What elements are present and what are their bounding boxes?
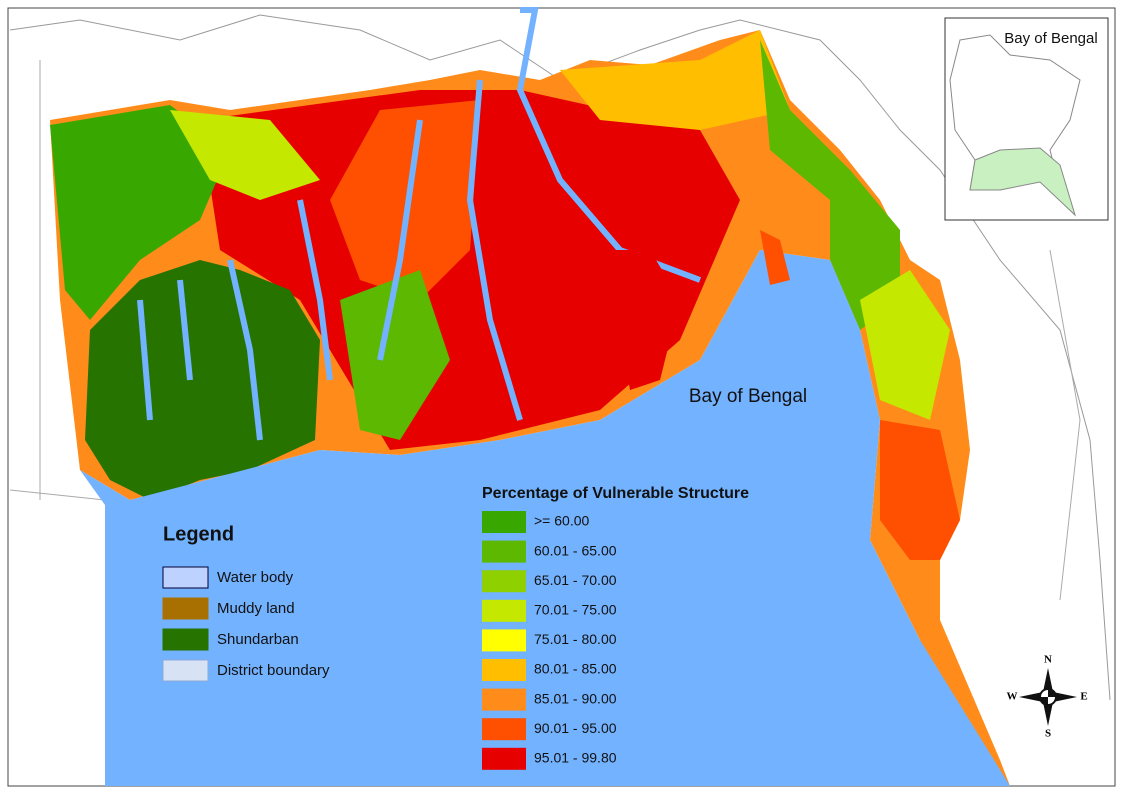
classification-title: Percentage of Vulnerable Structure — [482, 485, 749, 502]
island — [610, 250, 680, 390]
compass-e: E — [1080, 691, 1087, 703]
class-swatch — [482, 511, 526, 533]
legend-swatch — [162, 597, 209, 620]
land-class — [760, 40, 900, 330]
land-class — [560, 30, 790, 130]
class-swatch — [482, 629, 526, 652]
class-label: 85.01 - 90.00 — [534, 690, 617, 706]
class-label: 75.01 - 80.00 — [534, 631, 617, 647]
legend-swatch — [162, 628, 209, 651]
class-label: 70.01 - 75.00 — [534, 602, 617, 618]
class-label: 95.01 - 99.80 — [534, 750, 617, 766]
class-swatch — [482, 540, 526, 563]
class-label: 80.01 - 85.00 — [534, 661, 617, 677]
boundary — [9, 14, 1111, 701]
legend-swatch — [162, 659, 209, 682]
compass-w: W — [1007, 691, 1018, 703]
legend-label: Shundarban — [217, 631, 299, 648]
river — [137, 7, 702, 441]
legend-label: Water body — [217, 569, 294, 586]
land-class — [200, 90, 740, 450]
legend-title: Legend — [163, 523, 234, 545]
land-class — [330, 100, 480, 300]
class-swatch — [482, 599, 526, 622]
class-swatch — [482, 747, 526, 770]
class-label: 65.01 - 70.00 — [534, 572, 617, 588]
sea — [80, 250, 1010, 786]
sea-label: Bay of Bengal — [689, 386, 807, 407]
land-class — [50, 105, 230, 320]
inset-study-area — [969, 147, 1077, 217]
class-label: 90.01 - 95.00 — [534, 720, 617, 736]
boundary — [9, 60, 1081, 601]
class-swatch — [482, 659, 526, 681]
compass-s: S — [1045, 728, 1051, 740]
legend-label: District boundary — [217, 662, 330, 679]
inset-label: Bay of Bengal — [1004, 30, 1097, 47]
compass: N E S W — [1007, 654, 1088, 740]
compass-center — [1040, 689, 1056, 705]
land-class — [340, 270, 450, 440]
legend-swatch — [162, 566, 209, 589]
class-swatch — [482, 570, 526, 593]
class-swatch — [482, 718, 526, 741]
class-label: 60.01 - 65.00 — [534, 542, 617, 558]
class-swatch — [482, 688, 526, 711]
land-class — [880, 420, 960, 560]
land-class — [860, 270, 950, 420]
compass-n: N — [1044, 654, 1052, 666]
land-class — [170, 110, 320, 200]
island — [760, 230, 790, 285]
legend-label: Muddy land — [217, 600, 295, 617]
class-label: >= 60.00 — [534, 513, 589, 529]
